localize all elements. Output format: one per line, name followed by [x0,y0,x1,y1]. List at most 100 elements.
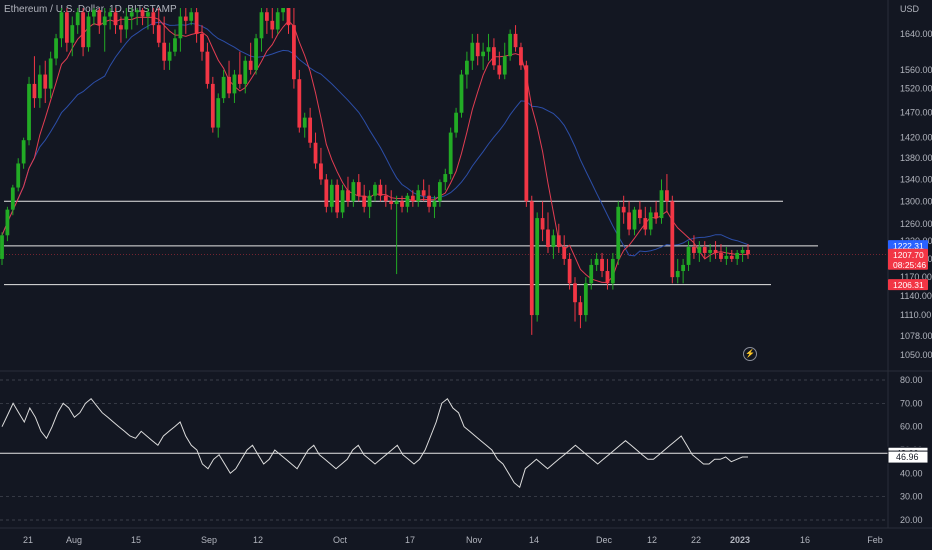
candle-body [692,247,696,253]
candle-body [205,51,210,84]
candle-body [32,83,37,99]
candle-body [519,47,523,66]
candle-body [583,283,588,316]
price-tick-label: 1110.00 [900,310,931,320]
rsi-tick-label: 20.00 [900,515,923,525]
candle-body [324,179,329,207]
candle-body [686,247,691,265]
candle-body [394,201,399,205]
grid [0,0,932,529]
price-tick-label: 1520.00 [900,84,932,94]
candle-body [643,218,648,230]
candle-body [81,12,85,48]
high-value-tag [888,240,928,252]
candle-body [578,302,583,316]
candle-body [465,60,469,75]
candle-body [200,33,204,52]
candle-body [567,258,572,284]
candle-body [178,16,183,39]
candle-body [675,271,680,278]
candle-body [264,12,269,21]
price-tick-label: 1170.00 [900,272,932,282]
candle-body [605,271,610,284]
candle-body [637,209,642,219]
candle-body [508,33,513,57]
candle-body [140,10,145,17]
candle-body [216,98,221,128]
candle-body [183,16,188,21]
time-axis[interactable]: 21 Aug 15 Sep 12 Oct 17 Nov 14 Dec 12 22 2023 16 Feb [23,535,883,545]
last-price-tag [888,248,928,270]
candles [0,8,750,335]
slow-ma-line [1,21,749,257]
candle-body [740,249,745,253]
price-axis[interactable]: 1050.001078.001110.001140.001170.001200.… [900,29,932,360]
rsi-line [1,397,748,489]
candle-body [400,201,404,207]
time-tick-label: 22 [691,535,701,545]
candle-body [681,264,686,272]
candle-body [546,229,550,248]
time-tick-label: 14 [529,535,539,545]
candle-body [378,184,383,196]
candle-body [432,201,437,207]
last-price-tag-text: 08:25:46 [893,260,926,270]
candle-body [470,42,475,61]
time-tick-label: Aug [66,535,82,545]
rsi-tick-label: 30.00 [900,492,923,502]
price-tick-label: 1640.00 [900,29,932,39]
currency-label: USD [900,4,920,14]
candle-body [167,51,172,61]
candle-body [459,74,464,113]
candle-body [362,195,367,207]
time-tick-label: 15 [131,535,141,545]
time-tick-label: Dec [596,535,613,545]
candle-body [313,142,318,164]
time-tick-label: 12 [253,535,263,545]
moving-averages [1,16,749,283]
candle-body [156,25,161,43]
time-tick-label: Oct [333,535,348,545]
price-tick-label: 1470.00 [900,108,932,118]
price-tick-label: 1260.00 [900,219,932,229]
candle-body [654,212,658,219]
candle-body [86,16,91,48]
candle-body [616,206,621,259]
candle-body [356,182,361,196]
candle-body [697,247,702,253]
candle-body [297,79,302,128]
candle-body [562,247,567,259]
candle-body [475,42,480,57]
candle-body [659,190,664,219]
candle-body [621,206,626,213]
candle-body [427,195,431,207]
candle-body [119,25,123,30]
candle-body [497,65,502,75]
candle-body [551,235,556,248]
candle-body [237,74,242,84]
last-price-tag-text: 1207.70 [893,250,924,260]
price-tick-label: 1050.00 [900,350,932,360]
candle-body [254,38,258,70]
candle-body [108,12,113,17]
candle-body [64,12,69,43]
ma-value-tag [888,279,928,291]
candle-body [281,8,285,13]
candle-body [443,174,448,183]
candle-body [151,12,156,26]
candle-body [275,12,280,30]
candle-body [421,190,426,196]
high-value-tag-text: 1222.31 [893,241,924,251]
price-tick-label: 1140.00 [900,291,932,301]
price-tick-label: 1420.00 [900,133,932,143]
candle-body [227,76,231,94]
candle-body [292,25,296,80]
candle-body [173,38,177,52]
candle-body [524,65,529,202]
lightning-icon[interactable]: ⚡ [743,347,757,361]
candle-body [540,218,545,230]
candle-body [70,25,75,43]
candle-body [648,212,653,230]
